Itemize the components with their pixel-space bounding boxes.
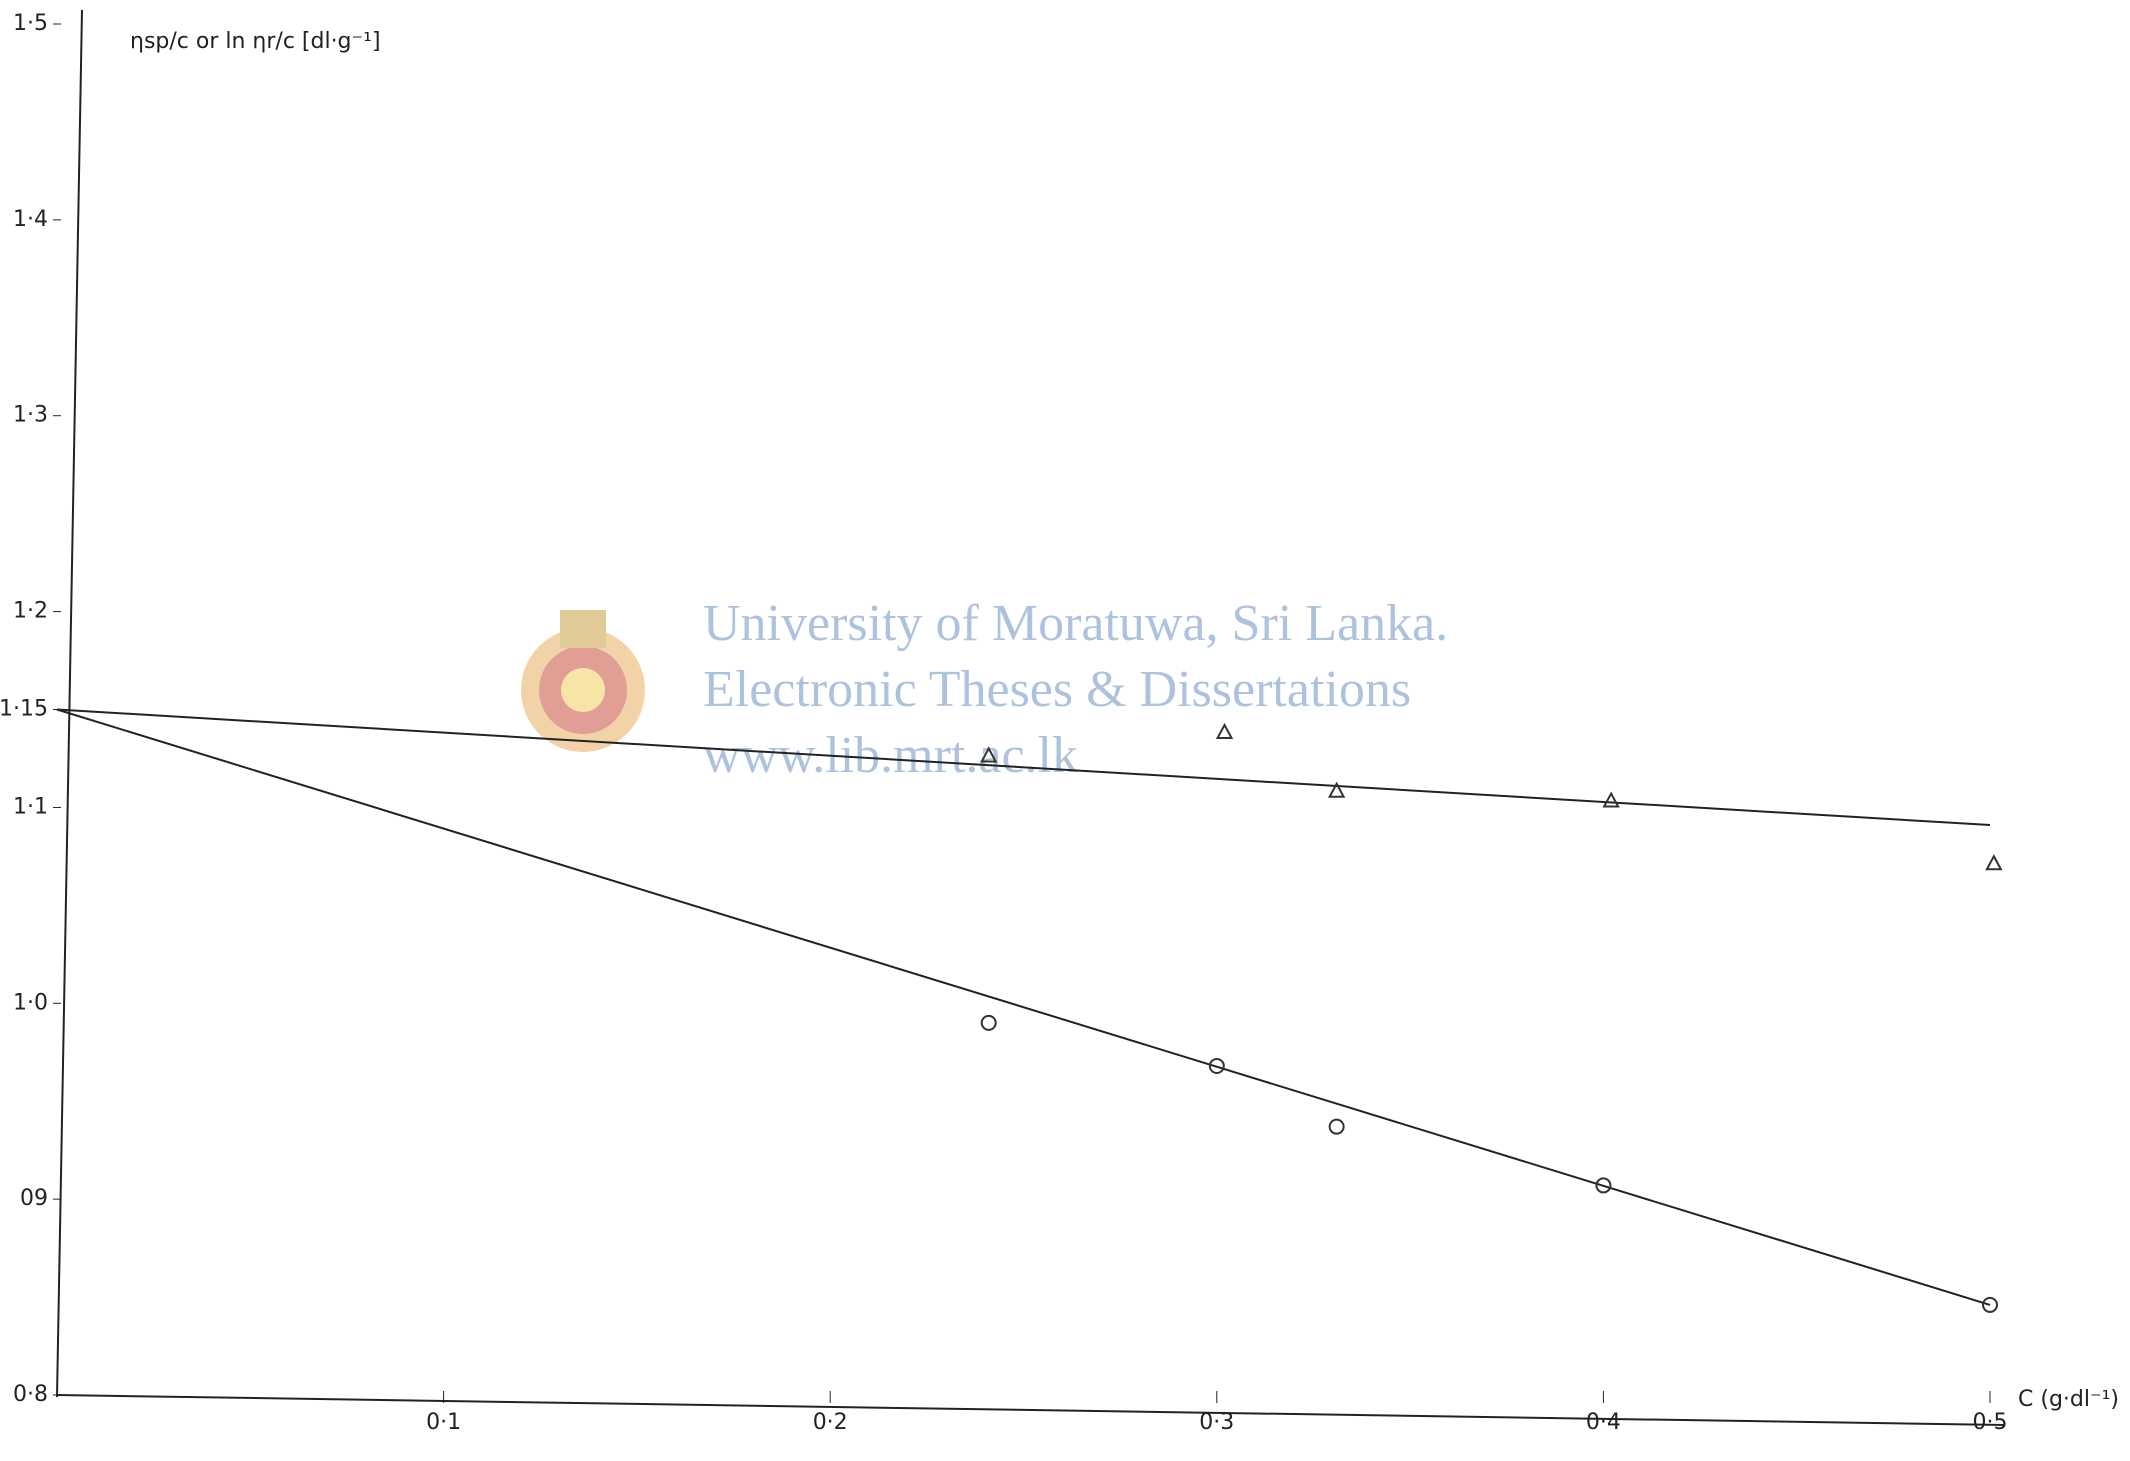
circle-point [1595, 1177, 1612, 1194]
x-tick-label: 0·1 [426, 1410, 461, 1435]
y-tick-label: 1·1 [13, 794, 48, 819]
x-tick-label: 0·3 [1199, 1410, 1234, 1435]
fit-line [56, 708, 1991, 1306]
watermark-line: Electronic Theses & Dissertations [703, 661, 1411, 718]
watermark-line: University of Moratuwa, Sri Lanka. [703, 595, 1448, 652]
x-tick-label: 0·5 [1973, 1410, 2008, 1435]
circle-point [1982, 1296, 1998, 1313]
y-tick-label: 1·15 [0, 697, 48, 722]
triangle-point [980, 746, 998, 763]
y-tick-label: 1·2 [13, 599, 48, 624]
y-tick-label: 09 [20, 1186, 48, 1211]
triangle-point [1602, 791, 1620, 808]
x-axis-label: C (g·dl⁻¹) [2018, 1387, 2119, 1412]
circle-point [1208, 1057, 1225, 1074]
y-axis [56, 9, 83, 1398]
triangle-point [1215, 722, 1234, 740]
y-axis-label: ηsp/c or ln ηr/c [dl·g⁻¹] [130, 29, 381, 54]
logo [521, 610, 645, 752]
triangle-point [1327, 781, 1346, 798]
y-tick-label: 1·3 [13, 403, 48, 428]
x-tick-label: 0·2 [813, 1410, 848, 1435]
x-axis [56, 1394, 2006, 1426]
y-tick-label: 1·4 [13, 207, 48, 232]
y-tick-label: 1·5 [13, 11, 48, 36]
triangle-point [1985, 854, 2003, 871]
fit-line [56, 708, 1991, 827]
x-tick-label: 0·4 [1586, 1410, 1621, 1435]
y-tick-label: 1·0 [13, 990, 48, 1015]
circle-point [1328, 1118, 1345, 1135]
watermark-line: www.lib.mrt.ac.lk [703, 727, 1078, 784]
y-tick-label: 0·8 [13, 1382, 48, 1407]
circle-point [980, 1014, 997, 1031]
